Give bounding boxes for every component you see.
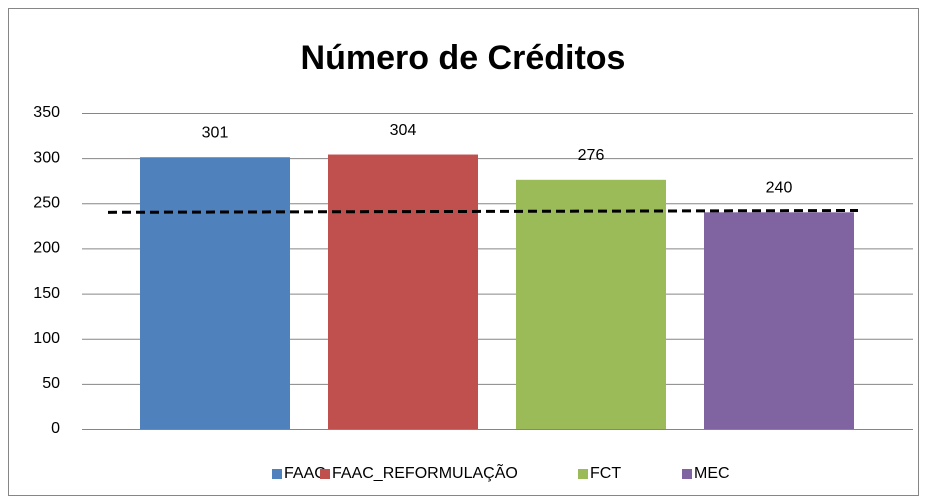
bar (328, 154, 478, 429)
bar (516, 179, 666, 429)
y-tick-label: 200 (33, 240, 60, 257)
legend-label: FAAC_REFORMULAÇÃO (332, 462, 518, 482)
y-tick-label: 350 (33, 104, 60, 121)
legend-label: FCT (590, 465, 621, 482)
data-label: 240 (766, 180, 793, 197)
bar (140, 157, 290, 430)
bar (704, 212, 854, 429)
y-tick-label: 100 (33, 330, 60, 347)
y-tick-label: 150 (33, 285, 60, 302)
legend-swatch (578, 469, 588, 479)
legend-label: MEC (694, 465, 730, 482)
y-tick-label: 250 (33, 195, 60, 212)
y-tick-label: 300 (33, 149, 60, 166)
chart-title: Número de Créditos (301, 39, 626, 77)
y-tick-label: 50 (42, 375, 60, 392)
data-label: 276 (578, 147, 605, 164)
legend-label: FAAC (284, 465, 326, 482)
legend-swatch (682, 469, 692, 479)
data-label: 301 (202, 124, 229, 141)
data-label: 304 (390, 122, 417, 139)
legend-swatch (272, 469, 282, 479)
y-tick-label: 0 (51, 420, 60, 437)
legend-swatch (320, 469, 330, 479)
